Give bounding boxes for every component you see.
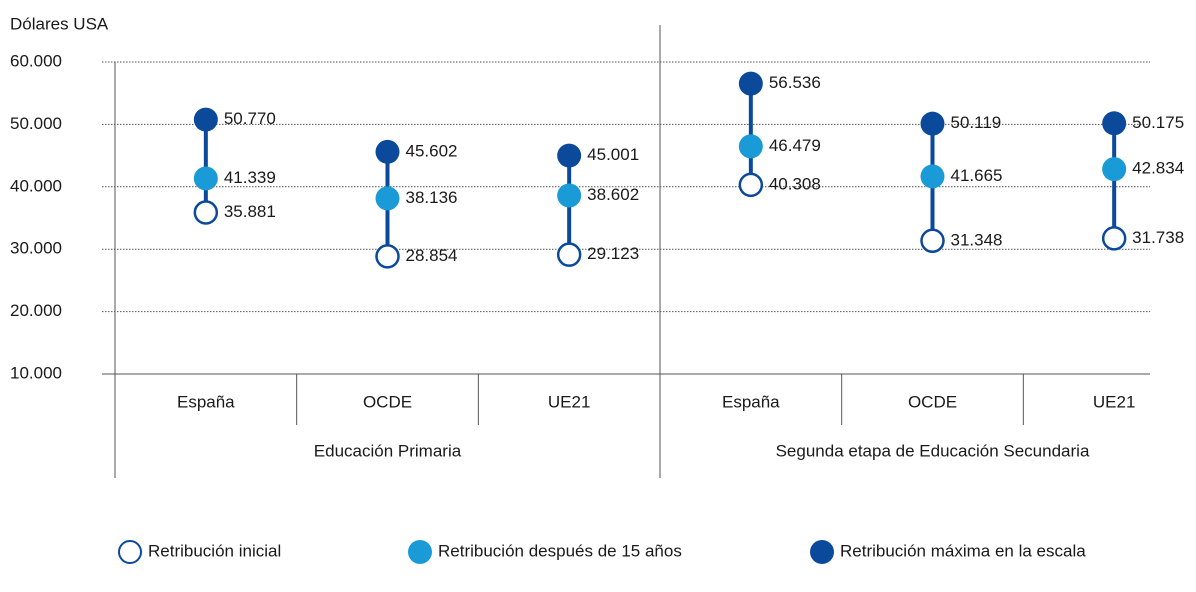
dot [557, 183, 582, 208]
y-tick-label: 40.000 [10, 176, 62, 195]
dot [557, 143, 582, 168]
y-tick-label: 30.000 [10, 239, 62, 258]
legend-label: Retribución después de 15 años [438, 541, 682, 560]
value-label: 35.881 [224, 202, 276, 221]
x-tick-label: UE21 [1093, 392, 1136, 411]
value-label: 41.665 [951, 166, 1003, 185]
legend-label: Retribución máxima en la escala [840, 541, 1086, 560]
group-label: Segunda etapa de Educación Secundaria [776, 441, 1090, 460]
dot [920, 228, 945, 254]
value-label: 28.854 [406, 246, 458, 265]
value-label: 41.339 [224, 168, 276, 187]
legend-marker [408, 540, 432, 564]
dot [193, 107, 218, 132]
value-label: 46.479 [769, 136, 821, 155]
dot [920, 164, 945, 189]
value-label: 31.348 [951, 230, 1003, 249]
x-tick-label: España [722, 392, 780, 411]
x-tick-label: España [177, 392, 235, 411]
value-label: 38.136 [406, 188, 458, 207]
dot [375, 139, 400, 164]
y-tick-label: 10.000 [10, 363, 62, 382]
dot [738, 172, 764, 198]
group-label: Educación Primaria [314, 441, 462, 460]
x-tick-label: OCDE [908, 392, 957, 411]
dot [1102, 111, 1127, 136]
legend-label: Retribución inicial [148, 541, 281, 560]
dot [375, 186, 400, 211]
legend-marker [810, 540, 834, 564]
legend-marker [118, 540, 142, 564]
value-label: 50.770 [224, 109, 276, 128]
y-axis-label: Dólares USA [10, 14, 109, 33]
dot [193, 200, 219, 225]
dot [556, 242, 582, 267]
dot [375, 244, 400, 269]
value-label: 50.119 [951, 113, 1002, 132]
value-label: 50.175 [1132, 113, 1184, 132]
dot [1102, 157, 1127, 182]
value-label: 31.738 [1132, 228, 1184, 247]
dot [193, 166, 218, 191]
value-label: 40.308 [769, 174, 821, 193]
value-label: 38.602 [587, 185, 639, 204]
y-tick-label: 50.000 [10, 114, 62, 133]
dot [738, 134, 763, 159]
value-label: 29.123 [587, 244, 639, 263]
value-label: 56.536 [769, 73, 821, 92]
x-tick-label: OCDE [363, 392, 412, 411]
dot [920, 111, 945, 136]
value-label: 42.834 [1132, 159, 1184, 178]
y-tick-label: 60.000 [10, 51, 62, 70]
dot [1101, 226, 1127, 251]
y-tick-label: 20.000 [10, 301, 62, 320]
dot [738, 71, 763, 96]
x-tick-label: UE21 [548, 392, 591, 411]
value-label: 45.001 [587, 145, 639, 164]
value-label: 45.602 [406, 141, 458, 160]
